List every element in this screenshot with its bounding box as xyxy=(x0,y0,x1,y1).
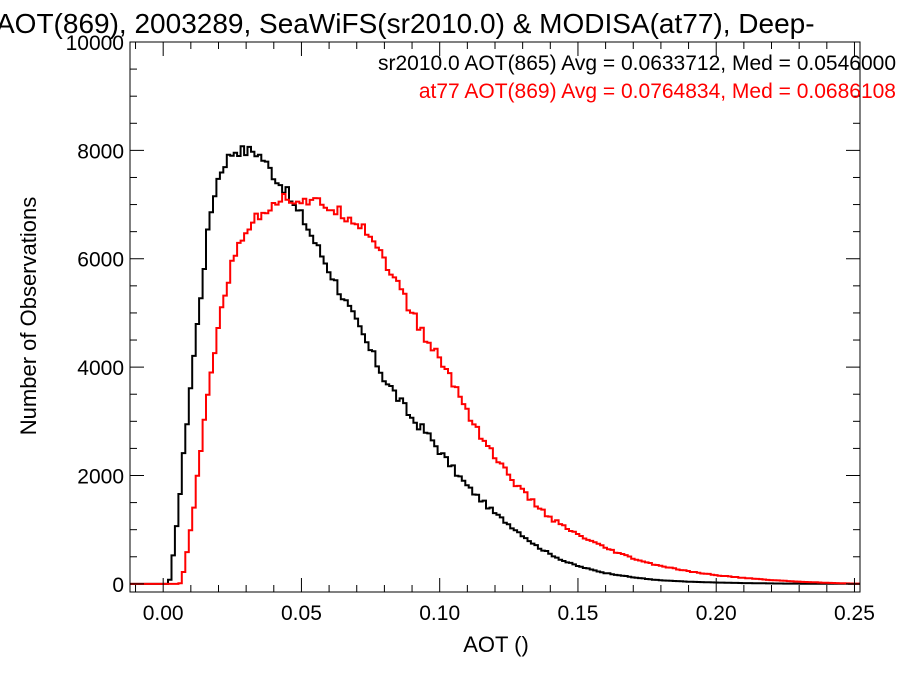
x-axis-title: AOT () xyxy=(463,632,529,657)
y-tick-label: 8000 xyxy=(77,140,124,163)
x-tick-label: 0.00 xyxy=(143,602,184,625)
series-layer xyxy=(130,145,860,585)
y-axis-title: Number of Observations xyxy=(16,197,41,435)
legend: sr2010.0 AOT(865) Avg = 0.0633712, Med =… xyxy=(378,52,896,103)
x-tick-label: 0.10 xyxy=(419,602,460,625)
y-tick-label: 4000 xyxy=(77,357,124,380)
series-line-2 xyxy=(130,193,860,585)
y-tick-label: 2000 xyxy=(77,465,124,488)
y-tick-label: 6000 xyxy=(77,249,124,272)
series-line-1 xyxy=(130,145,860,585)
x-tick-label: 0.20 xyxy=(696,602,737,625)
x-tick-label: 0.15 xyxy=(558,602,599,625)
y-tick-label: 10000 xyxy=(66,32,124,55)
chart-title: AOT(869), 2003289, SeaWiFS(sr2010.0) & M… xyxy=(0,8,815,39)
legend-entry-2: at77 AOT(869) Avg = 0.0764834, Med = 0.0… xyxy=(419,80,896,103)
legend-entry-1: sr2010.0 AOT(865) Avg = 0.0633712, Med =… xyxy=(378,52,896,75)
x-tick-label: 0.05 xyxy=(281,602,322,625)
ticks-layer: 0.00 0.05 0.10 0.15 0.20 0.25 0 2000 4000 6000 800… xyxy=(66,32,875,625)
x-tick-label: 0.25 xyxy=(834,602,875,625)
y-tick-label: 0 xyxy=(112,574,124,597)
